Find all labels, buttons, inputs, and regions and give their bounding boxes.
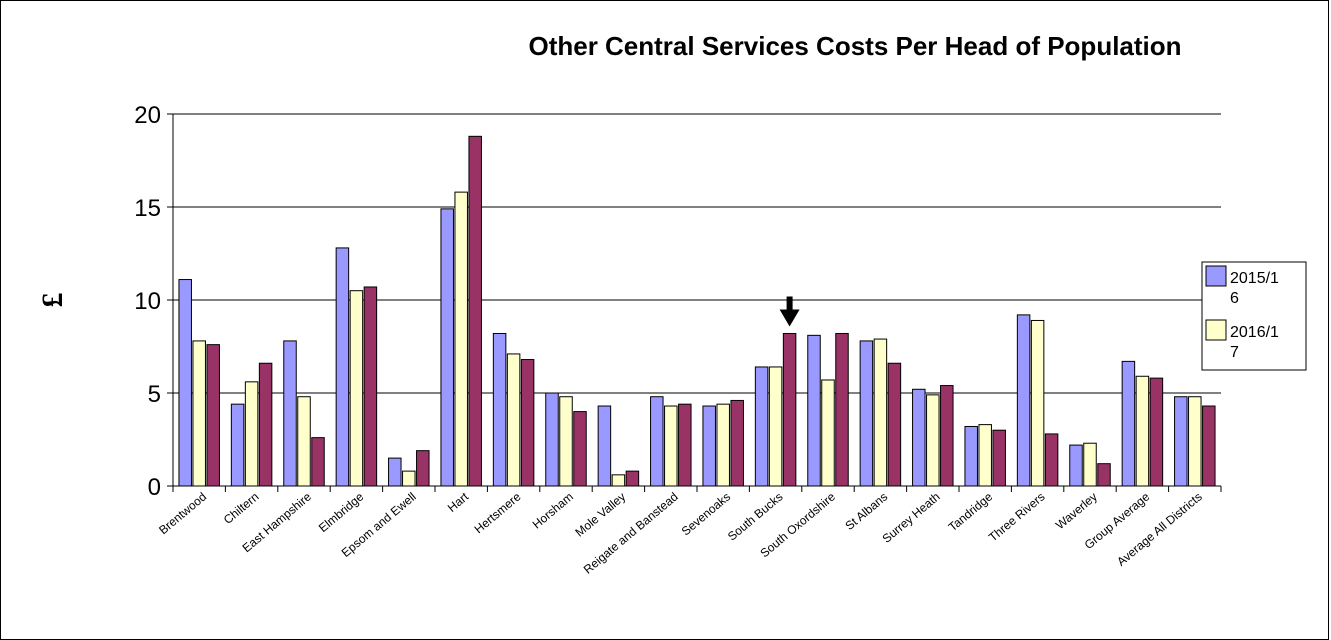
bar (940, 385, 954, 487)
y-tick-label: 15 (134, 195, 161, 222)
bar (297, 396, 311, 487)
bar (1030, 319, 1045, 487)
bar (859, 340, 874, 487)
bar (782, 332, 797, 487)
bar (702, 405, 716, 487)
y-tick-label: 20 (134, 102, 161, 129)
legend-label: 2015/1 (1230, 270, 1279, 287)
x-tick-label: Waverley (1053, 490, 1100, 533)
legend-swatch (1205, 319, 1227, 341)
bar (678, 403, 692, 487)
bar (873, 338, 888, 487)
bar (768, 366, 783, 487)
bar (192, 340, 206, 487)
y-tick-labels: 0 5 10 15 20 (134, 102, 161, 501)
bar (926, 394, 940, 487)
y-tick-label: 0 (148, 474, 161, 501)
legend-label: 2016/1 (1230, 324, 1279, 341)
bar (559, 396, 573, 487)
bar (730, 399, 744, 487)
down-arrow-icon (779, 296, 800, 327)
bar (388, 457, 402, 487)
bar (1121, 360, 1136, 487)
bar (611, 474, 626, 487)
bar (754, 366, 769, 487)
bar (1188, 396, 1202, 487)
bar (964, 425, 978, 487)
bar (1097, 463, 1111, 487)
bar (887, 362, 902, 487)
bar (440, 208, 454, 487)
bar (258, 362, 273, 487)
bar (1083, 442, 1097, 487)
x-tick-label: St Albans (842, 490, 890, 533)
bar (625, 470, 640, 487)
bar (650, 396, 664, 487)
bar (1069, 444, 1083, 487)
bar (835, 332, 849, 487)
bar (335, 247, 350, 487)
x-tick-label: Three Rivers (986, 490, 1048, 545)
bar (506, 353, 521, 487)
x-tick-label: Chiltern (221, 490, 262, 527)
bar (978, 424, 992, 487)
bar (206, 344, 220, 487)
bar (492, 332, 507, 487)
bar (992, 429, 1006, 487)
bar (520, 359, 535, 487)
bar (468, 135, 482, 487)
bars (178, 135, 1216, 487)
bar (416, 450, 430, 487)
gridlines (167, 113, 1221, 487)
bar (363, 286, 378, 487)
x-tick-label: Surrey Heath (880, 490, 943, 546)
y-tick-label: 10 (134, 288, 161, 315)
bar (573, 411, 587, 487)
x-tick-label: Brentwood (156, 490, 209, 538)
bar-chart: Other Central Services Costs Per Head of… (36, 31, 1307, 577)
bar (821, 379, 835, 487)
bar (349, 290, 364, 487)
y-axis-label: £ (36, 293, 69, 308)
x-tick-label: Hart (445, 489, 472, 515)
bar (311, 437, 325, 487)
x-tick-label: Elmbridge (316, 489, 367, 535)
x-tick-label: Sevenoaks (679, 490, 733, 539)
bar (664, 405, 678, 487)
bar (178, 279, 192, 487)
x-tick-label: Tandridge (946, 489, 996, 534)
bar (230, 403, 245, 487)
bar (1174, 396, 1188, 487)
bar (545, 392, 559, 487)
bar (1149, 377, 1164, 487)
y-tick-label: 5 (148, 381, 161, 408)
bar (454, 191, 468, 487)
legend: 2015/1 6 2016/1 7 (1201, 261, 1307, 371)
bar (1135, 375, 1150, 487)
annotations (779, 296, 800, 327)
bar (244, 381, 259, 487)
bar (1044, 433, 1059, 487)
legend-swatch (1205, 265, 1227, 287)
bar (912, 388, 926, 487)
bar (807, 334, 821, 487)
legend-label: 7 (1230, 344, 1239, 361)
bar (1202, 405, 1216, 487)
x-tick-label: Horsham (530, 490, 576, 532)
bar (402, 470, 416, 487)
legend-label: 6 (1230, 290, 1239, 307)
axes (172, 114, 1222, 492)
bar (597, 405, 612, 487)
x-tick-label: Hertsmere (472, 489, 524, 536)
bar (283, 340, 297, 487)
chart-title: Other Central Services Costs Per Head of… (528, 31, 1181, 61)
x-tick-label: Reigate and Banstead (581, 490, 681, 577)
bar (1016, 314, 1031, 487)
bar (716, 403, 730, 487)
